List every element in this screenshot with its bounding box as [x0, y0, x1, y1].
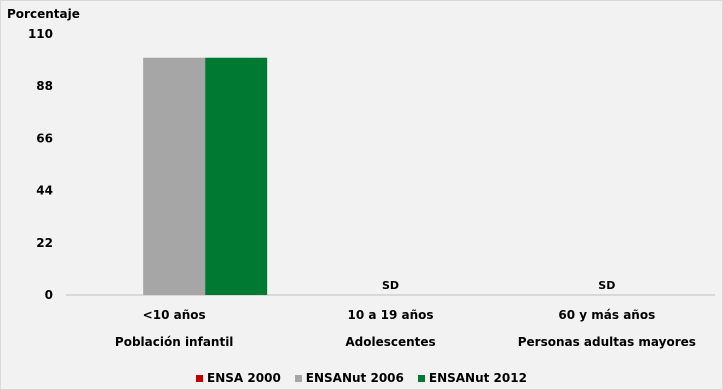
- legend-label: ENSANut 2006: [305, 371, 404, 385]
- legend-label: ENSA 2000: [207, 371, 281, 385]
- y-tick-label: 22: [36, 236, 53, 250]
- x-group-label: Personas adultas mayores: [518, 335, 696, 349]
- y-tick-label: 44: [36, 184, 53, 198]
- x-group-label: Adolescentes: [345, 335, 435, 349]
- legend-item: ENSANut 2006: [294, 371, 404, 385]
- legend-item: ENSANut 2012: [417, 371, 527, 385]
- legend-item: ENSA 2000: [196, 371, 281, 385]
- y-axis-label: Porcentaje: [7, 7, 80, 21]
- annotation-label: SD: [598, 279, 615, 292]
- y-tick-label: 88: [36, 79, 53, 93]
- annotation-label: SD: [382, 279, 399, 292]
- x-group-label: Población infantil: [115, 335, 234, 349]
- y-tick-label: 0: [45, 288, 53, 302]
- legend-swatch: [294, 374, 302, 382]
- legend-label: ENSANut 2012: [428, 371, 527, 385]
- y-tick-label: 66: [36, 131, 53, 145]
- legend-swatch: [417, 374, 425, 382]
- bar: [205, 57, 268, 296]
- x-tick-label: 10 a 19 años: [347, 308, 433, 322]
- x-tick-label: 60 y más años: [558, 308, 655, 322]
- bar: [143, 57, 206, 296]
- bar-chart: 0 22 44 66 88 110 <10 años Población infantil 10…: [28, 27, 715, 349]
- legend: ENSA 2000 ENSANut 2006 ENSANut 2012: [1, 370, 722, 386]
- legend-swatch: [196, 374, 204, 382]
- x-tick-label: <10 años: [143, 308, 206, 322]
- y-tick-label: 110: [28, 27, 53, 41]
